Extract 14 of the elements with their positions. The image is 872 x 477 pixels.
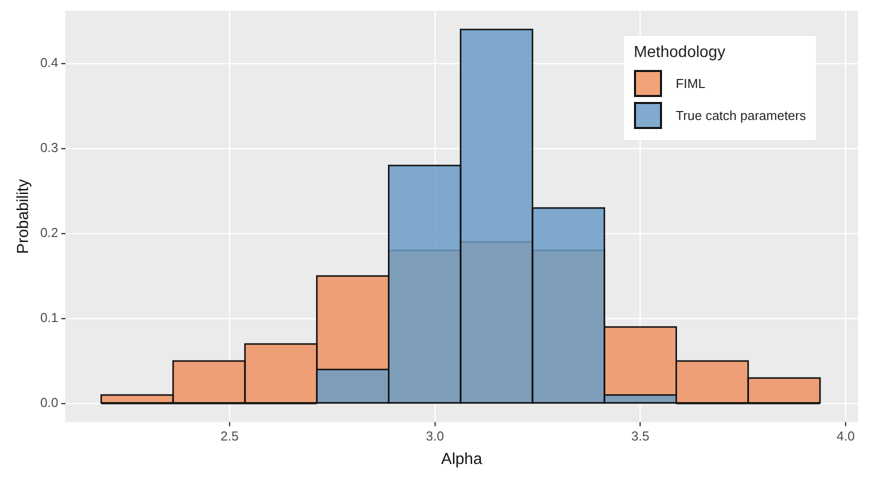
y-tick-label: 0.1 — [40, 310, 58, 326]
y-tick-label: 0.4 — [40, 55, 58, 70]
y-tick-label: 0.2 — [40, 225, 58, 240]
legend-label: FIML — [676, 76, 706, 92]
x-tick-label: 3.0 — [426, 428, 444, 444]
y-axis-title: Probability — [15, 179, 32, 254]
y-tick-label: 0.3 — [40, 140, 58, 156]
x-tick-label: 2.5 — [220, 428, 239, 444]
x-axis-title: Alpha — [441, 450, 482, 468]
y-tick-label: 0.0 — [40, 395, 58, 410]
x-tick-label: 3.5 — [631, 428, 650, 444]
legend-label: True catch parameters — [676, 108, 806, 124]
legend-title: Methodology — [634, 44, 726, 62]
x-tick-label: 4.0 — [836, 428, 855, 444]
